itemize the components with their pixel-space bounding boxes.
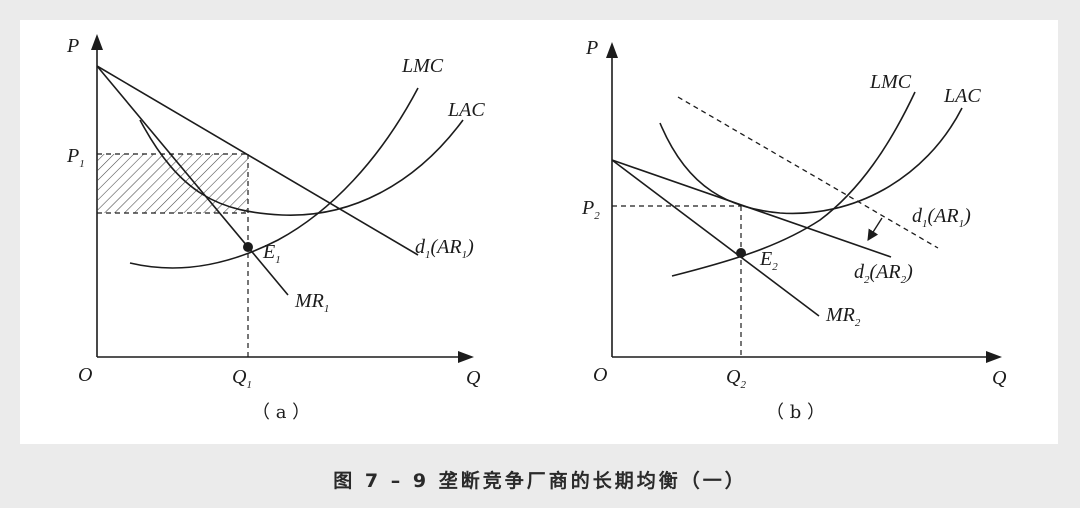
- panel-a-lac-curve: [139, 119, 464, 216]
- panel-b-lac-label: LAC: [943, 85, 981, 107]
- panel-b-e2-label: E2: [759, 248, 778, 273]
- panel-a-y-axis-label: P: [66, 35, 79, 57]
- figure-frame: P O Q P1 Q1 LMC LAC E1 MR1 d1(AR1) （ a ）…: [20, 20, 1058, 444]
- panel-b-x-axis-label: Q: [992, 367, 1007, 389]
- panel-b-y-axis-label: P: [585, 37, 598, 59]
- panel-a: [91, 34, 474, 363]
- panel-a-sublabel: （ a ）: [252, 402, 310, 423]
- panel-b-lac-curve: [659, 107, 963, 215]
- panel-b-y-arrow: [606, 42, 618, 58]
- panel-b-p2-label: P2: [581, 197, 600, 222]
- panel-a-mr-curve: [96, 65, 289, 296]
- panel-a-demand-label: d1(AR1): [415, 236, 474, 261]
- panel-b: [606, 42, 1002, 363]
- panel-a-origin-label: O: [78, 364, 92, 386]
- panel-b-origin-label: O: [593, 364, 607, 386]
- panel-a-y-arrow: [91, 34, 103, 50]
- panel-b-mr-curve: [611, 159, 820, 317]
- panel-b-lmc-curve: [671, 91, 916, 277]
- panel-b-equilibrium-point: [736, 248, 746, 258]
- panel-a-x-axis-label: Q: [466, 367, 481, 389]
- panel-a-mr1-label: MR1: [294, 290, 329, 315]
- panel-b-sublabel: （ b ）: [766, 402, 825, 423]
- panel-b-shift-arrow: [867, 217, 883, 241]
- panel-a-demand-curve: [96, 65, 419, 256]
- panel-a-equilibrium-point: [243, 242, 253, 252]
- panel-b-lmc-label: LMC: [869, 71, 912, 93]
- panel-a-profit-area: [97, 154, 248, 213]
- panel-a-q1-label: Q1: [232, 366, 252, 391]
- panel-b-x-arrow: [986, 351, 1002, 363]
- diagram-canvas: P O Q P1 Q1 LMC LAC E1 MR1 d1(AR1) （ a ）…: [66, 34, 1007, 423]
- panel-b-mr2-label: MR2: [825, 304, 861, 329]
- panel-a-lmc-label: LMC: [401, 55, 444, 77]
- panel-a-lmc-curve: [129, 87, 419, 269]
- panel-b-q2-label: Q2: [726, 366, 746, 391]
- panel-a-e1-label: E1: [262, 241, 281, 266]
- panel-b-old-demand-curve: [677, 96, 939, 249]
- panel-a-p1-label: P1: [66, 145, 85, 170]
- panel-a-lac-label: LAC: [447, 99, 485, 121]
- panel-b-demand-label: d2(AR2): [854, 261, 913, 286]
- panel-b-old-demand-label: d1(AR1): [912, 205, 971, 230]
- panel-a-x-arrow: [458, 351, 474, 363]
- figure-caption: 图 7 – 9 垄断竞争厂商的长期均衡（一）: [333, 470, 747, 492]
